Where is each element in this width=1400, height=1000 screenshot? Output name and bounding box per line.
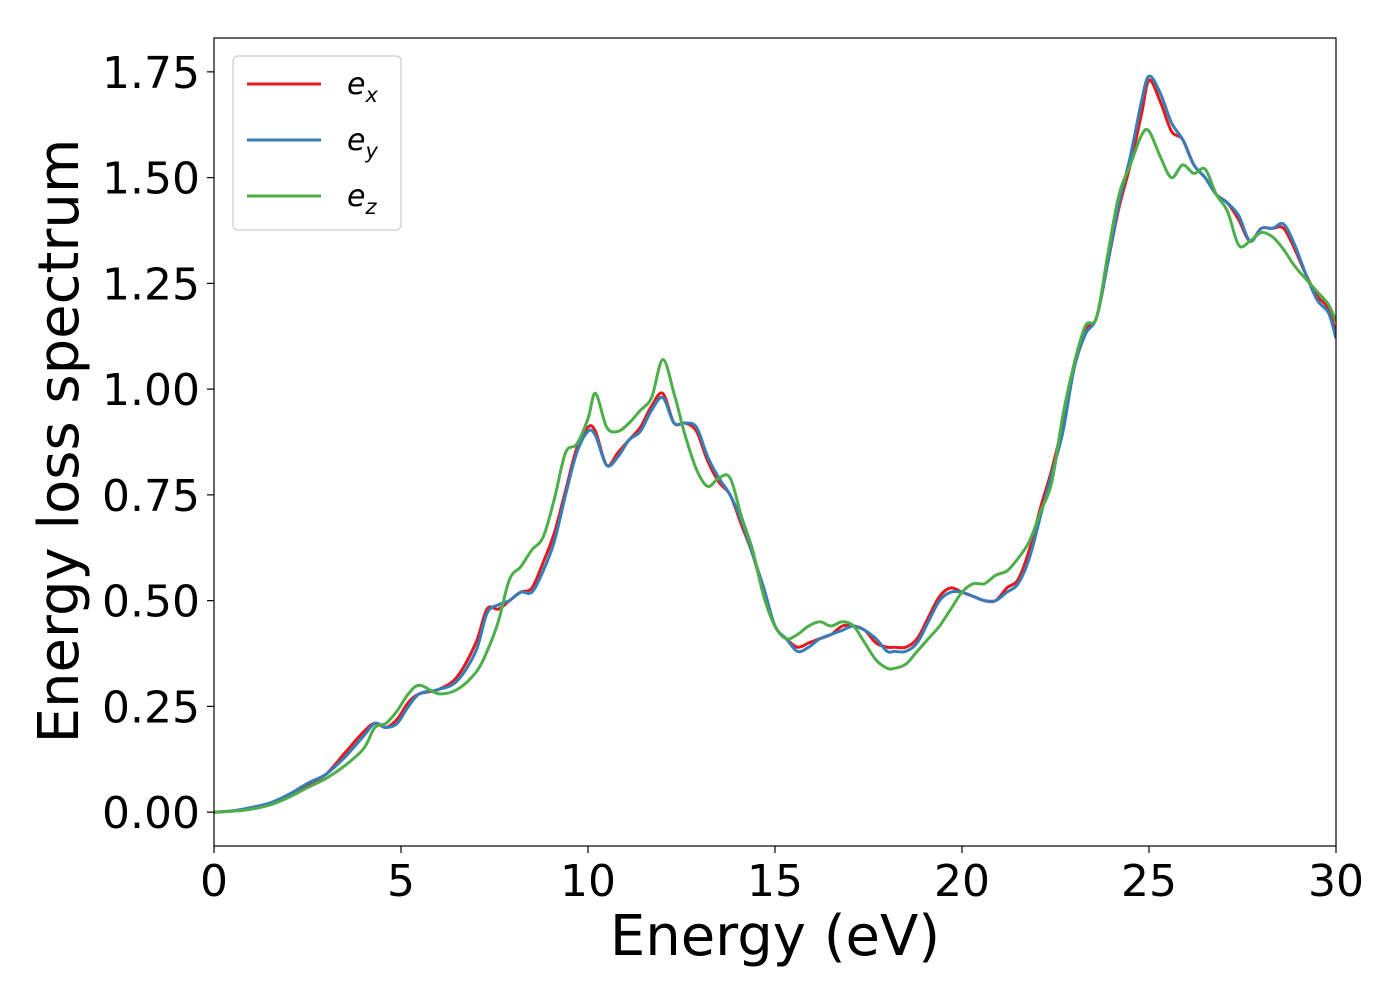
plot-area bbox=[214, 74, 1336, 814]
series-line-ey bbox=[214, 74, 1336, 814]
x-tick-label: 25 bbox=[1121, 856, 1177, 907]
x-tick-label: 10 bbox=[560, 856, 616, 907]
y-tick-label: 0.25 bbox=[102, 682, 200, 733]
legend-label-base: e bbox=[347, 123, 365, 158]
y-tick-label: 1.25 bbox=[102, 259, 200, 310]
legend-label-base: e bbox=[347, 179, 365, 214]
y-tick-label: 0.00 bbox=[102, 788, 200, 839]
legend-box bbox=[232, 55, 402, 231]
x-tick-label: 20 bbox=[934, 856, 990, 907]
y-tick-label: 1.50 bbox=[102, 154, 200, 205]
legend-label-subscript: x bbox=[364, 83, 378, 107]
y-tick-label: 1.00 bbox=[102, 365, 200, 416]
legend-label-ez: ez bbox=[347, 179, 377, 219]
x-tick-label: 5 bbox=[387, 856, 415, 907]
legend-label-ey: ey bbox=[347, 123, 378, 163]
y-tick-label: 0.50 bbox=[102, 577, 200, 628]
y-tick-label: 0.75 bbox=[102, 471, 200, 522]
x-tick-label: 30 bbox=[1308, 856, 1364, 907]
x-tick-label: 15 bbox=[747, 856, 803, 907]
x-tick-label: 0 bbox=[200, 856, 228, 907]
legend-label-ex: ex bbox=[347, 67, 378, 107]
x-axis-title: Energy (eV) bbox=[610, 904, 940, 969]
legend-label-base: e bbox=[347, 67, 365, 102]
axes: 0 5 10 15 20 25 30 0.00 0.25 0.50 0.75 1.00 1.25 1.50… bbox=[102, 37, 1364, 907]
series-line-ez bbox=[214, 127, 1336, 814]
y-tick-label: 1.75 bbox=[102, 48, 200, 99]
y-axis-title: Energy loss spectrum bbox=[27, 139, 92, 744]
legend-label-subscript: z bbox=[364, 195, 377, 219]
legend-label-subscript: y bbox=[364, 139, 378, 163]
